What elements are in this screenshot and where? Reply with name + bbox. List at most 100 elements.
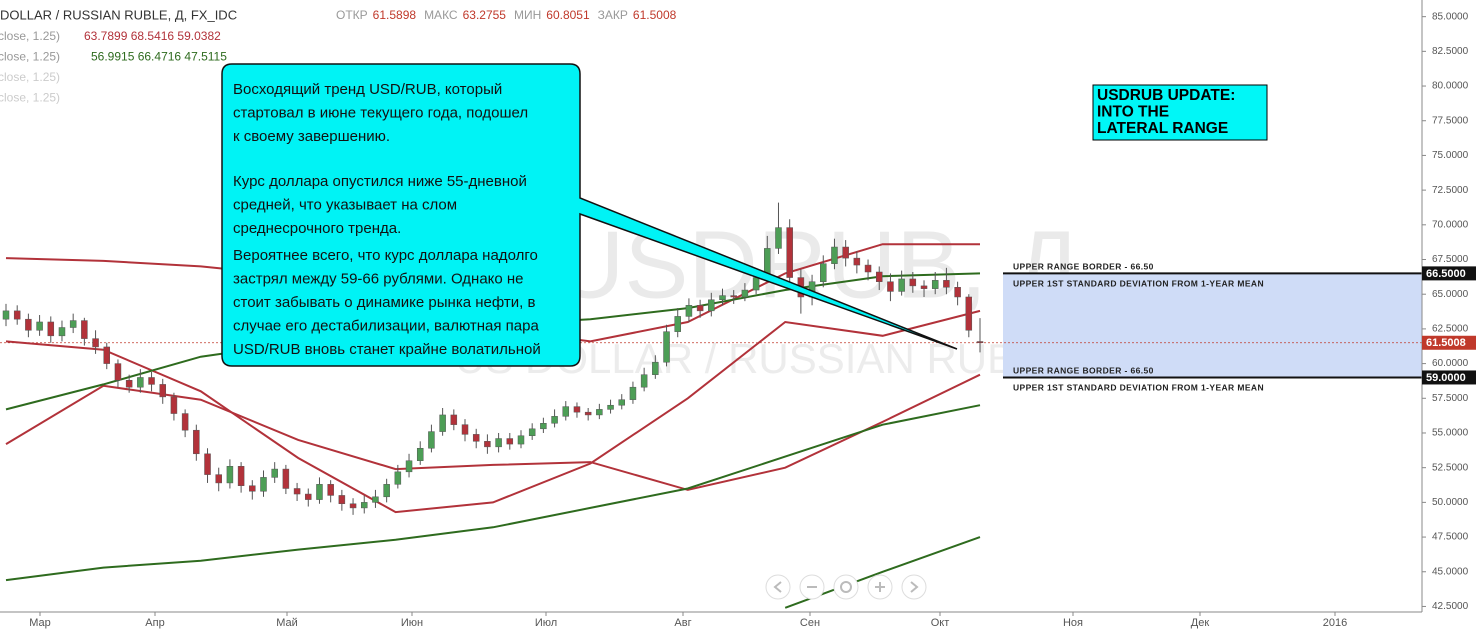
nav-button[interactable]: [901, 574, 927, 600]
candle-body: [685, 305, 693, 317]
price-label: 59.0000: [1426, 372, 1466, 384]
candle-body: [573, 406, 581, 413]
range-label: UPPER 1ST STANDARD DEVIATION FROM 1-YEAR…: [1013, 382, 1264, 392]
candle-body: [741, 289, 749, 298]
candle-body: [640, 374, 648, 388]
candle-body: [719, 295, 726, 301]
candle-body: [215, 474, 222, 484]
x-tick-label: Апр: [145, 617, 164, 629]
price-label: 66.5000: [1426, 268, 1466, 280]
candle-body: [875, 271, 883, 282]
y-tick-label: 55.0000: [1432, 428, 1469, 439]
candle-body: [237, 466, 245, 486]
candle-body: [674, 316, 681, 332]
candle-body: [148, 377, 155, 385]
candle-body: [349, 503, 357, 509]
candle-body: [551, 416, 558, 424]
price-label-box: [1422, 335, 1476, 350]
candle-body: [405, 460, 413, 473]
candle-body: [965, 296, 973, 331]
candle-body: [831, 246, 838, 264]
candle-body: [114, 363, 122, 381]
candle-body: [316, 484, 323, 500]
x-tick-label: Июл: [535, 617, 557, 629]
candle-body: [820, 263, 827, 282]
y-tick-label: 75.0000: [1432, 150, 1469, 161]
candle-body: [58, 327, 66, 337]
candle-body: [663, 331, 670, 363]
y-tick-label: 60.0000: [1432, 358, 1469, 369]
price-label: 61.5008: [1426, 337, 1466, 349]
y-tick-label: 82.5000: [1432, 46, 1469, 57]
candle-body: [752, 277, 760, 291]
candle-body: [125, 379, 133, 388]
candle-body: [282, 468, 290, 489]
candle-body: [204, 453, 211, 475]
callout-bubble: [221, 63, 958, 367]
range-label: UPPER RANGE BORDER - 66.50: [1013, 261, 1154, 271]
x-tick-label: Авг: [674, 617, 691, 629]
y-tick-label: 67.5000: [1432, 254, 1469, 265]
indicator-values: 63.7899 68.5416 59.0382: [84, 29, 221, 43]
indicator-band: [5, 309, 981, 514]
range-label: UPPER RANGE BORDER - 66.50: [1013, 365, 1154, 375]
candle-body: [775, 227, 782, 249]
indicator-params: close, 1.25): [0, 70, 60, 84]
callout-text: Вероятнее всего, что курс доллара надолг…: [233, 247, 538, 264]
candle-body: [730, 295, 737, 298]
candle-body: [293, 488, 301, 495]
callout-text: Восходящий тренд USD/RUB, который: [233, 81, 502, 98]
indicator-params: close, 1.25): [0, 91, 60, 105]
candle-body: [540, 423, 547, 430]
ohlc-label: ЗАКР: [598, 8, 628, 22]
candle-body: [708, 299, 715, 312]
nav-button[interactable]: [799, 574, 825, 600]
callout-text: застрял между 59-66 рублями. Однако не: [233, 270, 524, 287]
indicator-values: 56.9915 66.4716 47.5115: [91, 50, 227, 64]
candle-body: [428, 431, 435, 449]
callout-text: среднесрочного тренда.: [233, 220, 401, 237]
candle-body: [584, 411, 592, 416]
candle-body: [618, 399, 625, 406]
title-box: [1092, 84, 1268, 141]
candle-body: [271, 468, 278, 478]
candle-body: [954, 287, 961, 298]
callout-text: стартовал в июне текущего года, подошел: [233, 104, 528, 121]
nav-button-circle[interactable]: [765, 574, 791, 600]
candle-body: [931, 280, 939, 289]
ohlc-label: МИН: [514, 8, 541, 22]
nav-button[interactable]: [867, 574, 893, 600]
y-tick-label: 45.0000: [1432, 566, 1469, 577]
candle-body: [103, 346, 111, 364]
indicator-band: [5, 373, 981, 491]
nav-icon: [875, 582, 885, 592]
y-tick-label: 62.5000: [1432, 324, 1469, 335]
candle-body: [159, 384, 166, 398]
candle-body: [607, 404, 614, 410]
candle-body: [394, 471, 402, 485]
candle-body: [920, 285, 928, 289]
y-tick-label: 72.5000: [1432, 185, 1469, 196]
indicator-params: close, 1.25): [0, 29, 60, 43]
nav-icon: [773, 581, 782, 593]
candle-body: [864, 264, 872, 273]
nav-button[interactable]: [765, 574, 791, 600]
candle-body: [47, 321, 55, 337]
overlay-layer: 66.5000 61.5008 59.0000 UPPER RANGE BORDER …: [0, 7, 1476, 600]
ohlc-value: 60.8051: [546, 8, 590, 22]
candle-body: [361, 502, 368, 509]
candle-body: [372, 496, 379, 503]
x-tick-label: Июн: [401, 617, 423, 629]
y-tick-label: 50.0000: [1432, 497, 1469, 508]
nav-button[interactable]: [833, 574, 859, 600]
nav-button-circle[interactable]: [901, 574, 927, 600]
candle-body: [69, 320, 77, 328]
candle-body: [909, 278, 917, 287]
nav-button-circle[interactable]: [833, 574, 859, 600]
title-box-line: INTO THE: [1097, 104, 1169, 121]
candle-body: [249, 485, 256, 492]
x-tick-label: 2016: [1323, 617, 1347, 629]
y-tick-label: 70.0000: [1432, 219, 1469, 230]
